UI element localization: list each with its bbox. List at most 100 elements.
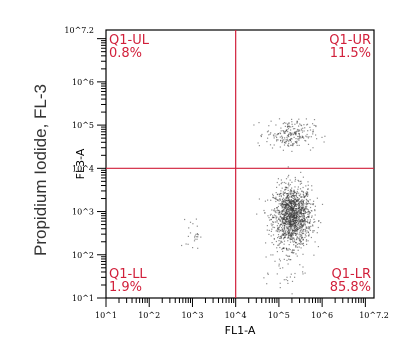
data-point xyxy=(267,137,269,139)
data-point xyxy=(276,220,278,222)
data-point xyxy=(293,210,295,212)
data-point xyxy=(300,137,302,139)
data-point xyxy=(307,216,309,218)
data-point xyxy=(321,203,324,205)
data-point xyxy=(294,226,296,228)
data-point xyxy=(310,236,312,239)
data-point xyxy=(302,253,304,255)
data-point xyxy=(307,235,310,237)
data-point xyxy=(272,195,274,197)
data-point xyxy=(290,212,292,214)
data-point xyxy=(288,248,290,250)
data-point xyxy=(300,238,302,240)
data-point xyxy=(285,130,287,132)
data-point xyxy=(293,136,295,138)
data-point xyxy=(294,205,297,207)
data-point xyxy=(278,209,280,211)
data-point xyxy=(324,135,326,137)
data-point xyxy=(281,135,283,137)
data-point xyxy=(306,195,309,197)
data-point xyxy=(306,202,308,205)
data-point xyxy=(301,131,304,133)
data-point xyxy=(298,224,300,226)
data-point xyxy=(302,207,304,209)
data-point xyxy=(288,258,290,260)
data-point xyxy=(267,215,269,217)
data-point xyxy=(292,203,294,205)
data-point xyxy=(283,203,285,205)
data-point xyxy=(284,226,286,228)
data-point xyxy=(181,244,183,247)
data-point xyxy=(305,201,307,203)
data-point xyxy=(278,258,281,260)
data-point xyxy=(298,210,300,212)
data-point xyxy=(299,215,301,217)
data-point xyxy=(280,196,282,198)
data-point xyxy=(284,231,287,233)
data-point xyxy=(303,220,305,222)
data-point xyxy=(298,139,300,141)
data-point xyxy=(295,234,297,236)
data-point xyxy=(291,200,293,202)
data-point xyxy=(271,242,273,244)
data-point xyxy=(291,250,293,252)
data-point xyxy=(286,135,289,137)
data-point xyxy=(301,214,303,216)
data-point xyxy=(306,227,308,229)
data-point xyxy=(303,232,305,234)
data-point xyxy=(275,198,277,200)
data-point xyxy=(286,200,288,202)
data-point xyxy=(288,200,290,202)
data-point xyxy=(271,217,274,219)
data-point xyxy=(301,135,303,137)
data-point xyxy=(297,249,299,251)
data-point xyxy=(300,182,303,184)
data-point xyxy=(306,191,308,193)
data-point xyxy=(276,139,278,141)
data-point xyxy=(279,260,281,262)
data-point xyxy=(266,225,268,227)
data-point xyxy=(302,201,304,203)
data-point xyxy=(280,241,282,243)
data-point xyxy=(192,223,194,225)
data-point xyxy=(290,195,293,197)
data-point xyxy=(303,196,305,198)
data-point xyxy=(295,214,297,216)
data-point xyxy=(290,215,292,217)
data-point xyxy=(298,136,300,138)
data-point xyxy=(289,230,291,232)
data-point xyxy=(302,205,304,207)
data-point xyxy=(288,199,290,201)
x-tick-label: 10^7.2 xyxy=(359,311,389,320)
data-point xyxy=(306,208,308,210)
data-point xyxy=(273,135,275,137)
data-point xyxy=(307,184,309,186)
data-point xyxy=(305,211,307,214)
data-point xyxy=(292,145,294,147)
data-point xyxy=(294,240,296,243)
data-point xyxy=(308,216,310,218)
data-point xyxy=(288,224,291,226)
data-point xyxy=(301,199,303,201)
data-point xyxy=(311,185,313,187)
data-point xyxy=(304,272,306,274)
data-point xyxy=(289,249,291,251)
data-point xyxy=(194,235,196,237)
data-point xyxy=(289,224,291,226)
data-point xyxy=(280,211,282,213)
data-point xyxy=(276,140,278,142)
data-point xyxy=(312,147,314,149)
data-point xyxy=(317,246,319,248)
data-point xyxy=(282,238,285,240)
data-point xyxy=(317,226,319,229)
data-point xyxy=(299,227,301,229)
data-point xyxy=(286,123,289,125)
data-point xyxy=(285,202,287,204)
data-point xyxy=(292,221,295,223)
data-point xyxy=(274,260,276,262)
data-point xyxy=(293,238,295,240)
data-point xyxy=(284,189,286,191)
data-point xyxy=(270,120,272,122)
data-point xyxy=(312,131,314,133)
data-point xyxy=(292,225,294,227)
